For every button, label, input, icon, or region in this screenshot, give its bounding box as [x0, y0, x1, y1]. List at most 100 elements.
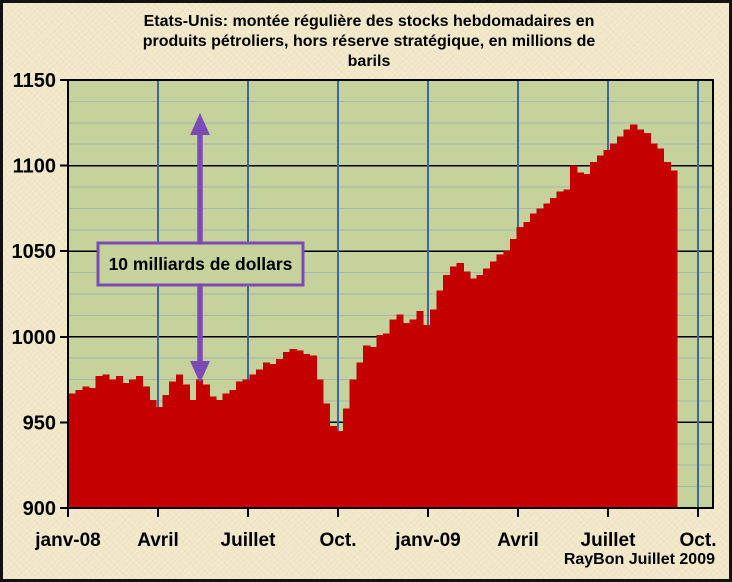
bar — [496, 254, 504, 508]
stocks-bar-chart: 900 950 1000 1050 1100 1150 janv-08 Avril Juille… — [12, 70, 717, 551]
bar — [590, 162, 598, 508]
bar — [89, 388, 97, 508]
bar — [383, 333, 391, 508]
bar — [596, 155, 605, 508]
annotation-label: 10 milliards de dollars — [109, 254, 293, 274]
bar — [630, 124, 638, 509]
x-tick-label: Oct. — [320, 530, 357, 551]
bar — [75, 389, 83, 508]
bar — [503, 251, 511, 508]
bar — [69, 393, 77, 508]
bar — [570, 165, 578, 508]
bar — [483, 268, 491, 508]
bar — [329, 425, 337, 508]
bar — [142, 386, 150, 508]
bar — [349, 379, 357, 508]
bar — [403, 323, 411, 508]
x-tick-label: janv-08 — [34, 530, 100, 551]
bar — [376, 335, 384, 508]
bar — [429, 309, 438, 508]
bar — [396, 314, 404, 508]
x-tick-label: Oct. — [680, 530, 717, 551]
bar — [129, 379, 137, 508]
bar — [563, 189, 571, 508]
bar — [616, 136, 625, 508]
annotation-box — [96, 241, 305, 287]
bar — [322, 403, 331, 508]
chart-title-line1: Etats-Unis: montée régulière des stocks … — [143, 13, 595, 30]
bar — [242, 379, 250, 508]
bar — [276, 359, 284, 508]
bar — [656, 148, 665, 509]
bar — [670, 170, 678, 508]
bar — [169, 381, 177, 508]
bar — [509, 239, 518, 508]
bar — [369, 347, 377, 508]
y-tick-label: 1150 — [13, 70, 56, 92]
bar — [202, 384, 210, 508]
bar — [122, 383, 130, 508]
annotation-arrowhead-down — [190, 361, 210, 383]
bar — [523, 222, 531, 508]
bar — [603, 150, 611, 508]
bar — [282, 352, 291, 508]
bar — [650, 143, 658, 508]
bar — [456, 263, 464, 508]
x-tick-label: Juillet — [221, 530, 277, 551]
x-tick-label: janv-09 — [394, 530, 460, 551]
bar — [663, 162, 671, 508]
bar — [316, 379, 324, 508]
bar — [362, 345, 371, 508]
bar — [229, 389, 237, 508]
chart-title-line2: produits pétroliers, hors réserve straté… — [142, 33, 596, 50]
bar — [215, 400, 224, 508]
bar — [236, 381, 244, 508]
bar — [182, 384, 190, 508]
bar — [636, 129, 645, 508]
bar — [476, 275, 484, 508]
bar — [423, 324, 431, 508]
bar — [576, 172, 585, 508]
bar — [296, 350, 304, 508]
bar — [610, 143, 618, 508]
bar — [489, 261, 498, 508]
bar — [336, 430, 344, 508]
bar — [135, 376, 144, 508]
bar — [149, 400, 157, 508]
bar — [249, 374, 257, 508]
bar — [289, 348, 297, 508]
y-tick-label: 1000 — [12, 327, 57, 349]
bar — [463, 271, 471, 508]
x-tick-label: Avril — [137, 530, 179, 551]
bar — [189, 400, 197, 508]
bar — [309, 355, 317, 508]
bar — [583, 174, 591, 508]
bar — [550, 198, 558, 509]
x-tick-label: Avril — [497, 530, 539, 551]
bar — [95, 376, 104, 508]
bar — [449, 266, 458, 508]
y-tick-label: 1050 — [12, 241, 57, 263]
bar — [162, 395, 170, 508]
bar — [302, 353, 311, 508]
chart-title-line3: barils — [347, 53, 391, 70]
bar — [516, 227, 524, 508]
bar — [342, 408, 351, 508]
bar — [623, 129, 631, 508]
bar — [530, 213, 538, 508]
bar — [256, 369, 264, 508]
bar — [436, 290, 444, 508]
plot-border — [67, 79, 714, 509]
bar — [262, 362, 271, 508]
bar — [409, 319, 418, 508]
bar — [82, 386, 90, 508]
bar — [102, 374, 110, 508]
bar — [209, 396, 217, 508]
credit-text: RayBon Juillet 2009 — [563, 551, 715, 568]
bar — [222, 393, 230, 508]
annotation-arrowhead-up — [190, 113, 210, 135]
bar — [443, 275, 451, 508]
bar — [109, 379, 117, 508]
bar — [389, 319, 397, 508]
